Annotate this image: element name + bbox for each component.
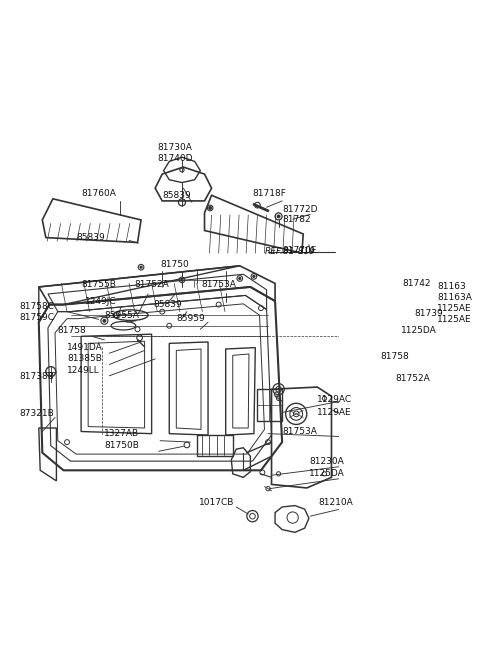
Text: 1125DA: 1125DA xyxy=(309,470,345,478)
Text: 81752A: 81752A xyxy=(395,374,430,383)
Text: 81753A: 81753A xyxy=(201,280,236,289)
Text: 1129AC: 1129AC xyxy=(317,395,352,404)
Text: 81163: 81163 xyxy=(437,282,466,291)
Text: 1125AE: 1125AE xyxy=(437,315,472,324)
Text: 81758C: 81758C xyxy=(20,302,55,311)
Text: 1249LL: 1249LL xyxy=(67,365,100,375)
Text: 81163A: 81163A xyxy=(437,293,472,302)
Text: 81758: 81758 xyxy=(381,352,409,360)
Text: 87321B: 87321B xyxy=(20,409,55,419)
Text: 85959: 85959 xyxy=(176,314,205,323)
Circle shape xyxy=(253,275,255,278)
Text: 81753A: 81753A xyxy=(282,427,317,436)
Text: 81770E: 81770E xyxy=(282,246,316,255)
Text: 81740D: 81740D xyxy=(157,154,192,163)
Circle shape xyxy=(277,215,280,218)
Text: 81742: 81742 xyxy=(402,279,431,288)
Text: REF.81-819: REF.81-819 xyxy=(264,247,315,256)
Text: 81758: 81758 xyxy=(58,326,86,335)
Text: 1129AE: 1129AE xyxy=(317,408,352,417)
Text: 85839: 85839 xyxy=(76,233,105,242)
Circle shape xyxy=(140,266,142,269)
Text: 85839: 85839 xyxy=(154,300,182,309)
Text: 81760A: 81760A xyxy=(81,189,116,198)
Text: 85955A: 85955A xyxy=(104,310,139,320)
Text: 81752A: 81752A xyxy=(134,280,169,289)
Circle shape xyxy=(209,206,212,210)
Text: 81739: 81739 xyxy=(415,309,444,318)
Text: 1125AE: 1125AE xyxy=(437,304,472,312)
Text: 85839: 85839 xyxy=(162,191,191,200)
Text: 81750B: 81750B xyxy=(104,441,139,450)
Text: 81750: 81750 xyxy=(161,260,190,269)
Text: 81759C: 81759C xyxy=(20,314,55,322)
Text: 81738B: 81738B xyxy=(20,372,55,381)
Text: 81772D: 81772D xyxy=(282,205,318,214)
Text: 81385B: 81385B xyxy=(67,354,102,364)
Text: 81210A: 81210A xyxy=(319,498,354,506)
Text: 1327AB: 1327AB xyxy=(104,429,140,438)
Text: 81230A: 81230A xyxy=(309,457,344,466)
Text: 1125DA: 1125DA xyxy=(401,326,436,335)
Text: 81782: 81782 xyxy=(282,215,311,225)
Circle shape xyxy=(239,278,241,280)
Text: 81755B: 81755B xyxy=(81,280,116,289)
Circle shape xyxy=(103,320,106,322)
Text: 81730A: 81730A xyxy=(157,143,192,152)
Text: 81718F: 81718F xyxy=(252,189,287,198)
Text: 1249JC: 1249JC xyxy=(84,297,116,305)
Text: 1491DA: 1491DA xyxy=(67,343,103,352)
Circle shape xyxy=(390,355,393,357)
Circle shape xyxy=(181,279,183,281)
Text: 1017CB: 1017CB xyxy=(199,498,234,506)
